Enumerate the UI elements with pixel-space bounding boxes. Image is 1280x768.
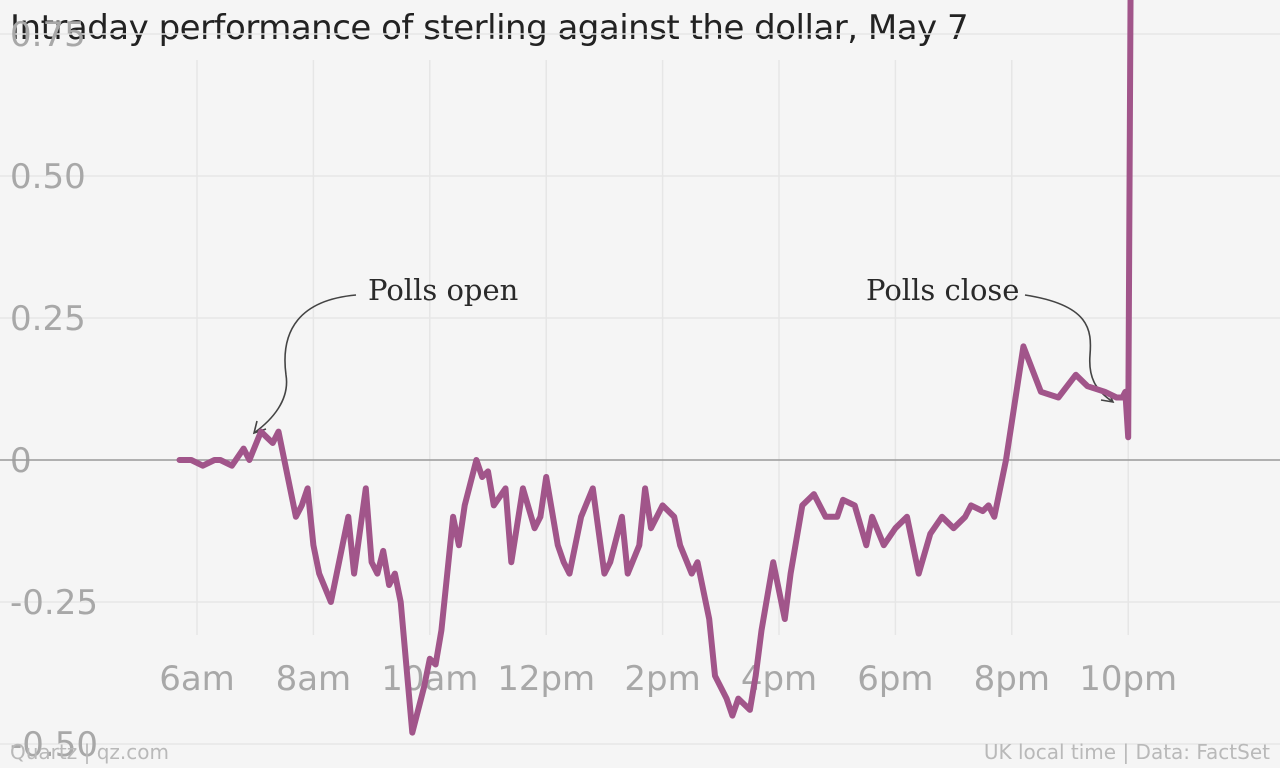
x-tick-label: 2pm	[624, 659, 700, 699]
x-tick-label: 6am	[159, 659, 235, 699]
sterling-series-line	[176, 0, 1134, 736]
y-tick-label: 0	[10, 441, 32, 481]
x-axis-ticks: 6am 8am 10am 12pm 2pm 4pm 6pm 8pm 10pm	[159, 659, 1177, 699]
y-axis-ticks: +1.25%1.000.750.500.250-0.25-0.50	[10, 15, 98, 765]
x-tick-label: 10pm	[1079, 659, 1177, 699]
y-tick-label: 0.25	[10, 299, 86, 339]
chart-title: Intraday performance of sterling against…	[10, 8, 969, 48]
annotation-polls-close: Polls close	[866, 273, 1019, 307]
x-tick-label: 8pm	[974, 659, 1050, 699]
x-tick-label: 12pm	[497, 659, 595, 699]
footer-credit: UK local time | Data: FactSet	[983, 740, 1270, 764]
y-tick-label: -0.50	[10, 725, 98, 765]
annotation-polls-open: Polls open	[368, 273, 518, 307]
y-tick-label: 0.75	[10, 15, 86, 55]
y-tick-label: -0.25	[10, 583, 98, 623]
annotation-arrow	[253, 294, 357, 434]
x-tick-label: 8am	[276, 659, 352, 699]
footer-source: Quartz | qz.com	[10, 740, 169, 764]
x-tick-label: 6pm	[857, 659, 933, 699]
annotations: Polls open Polls close	[252, 273, 1115, 435]
y-tick-label: 0.50	[10, 157, 86, 197]
grid-lines	[0, 33, 1280, 745]
